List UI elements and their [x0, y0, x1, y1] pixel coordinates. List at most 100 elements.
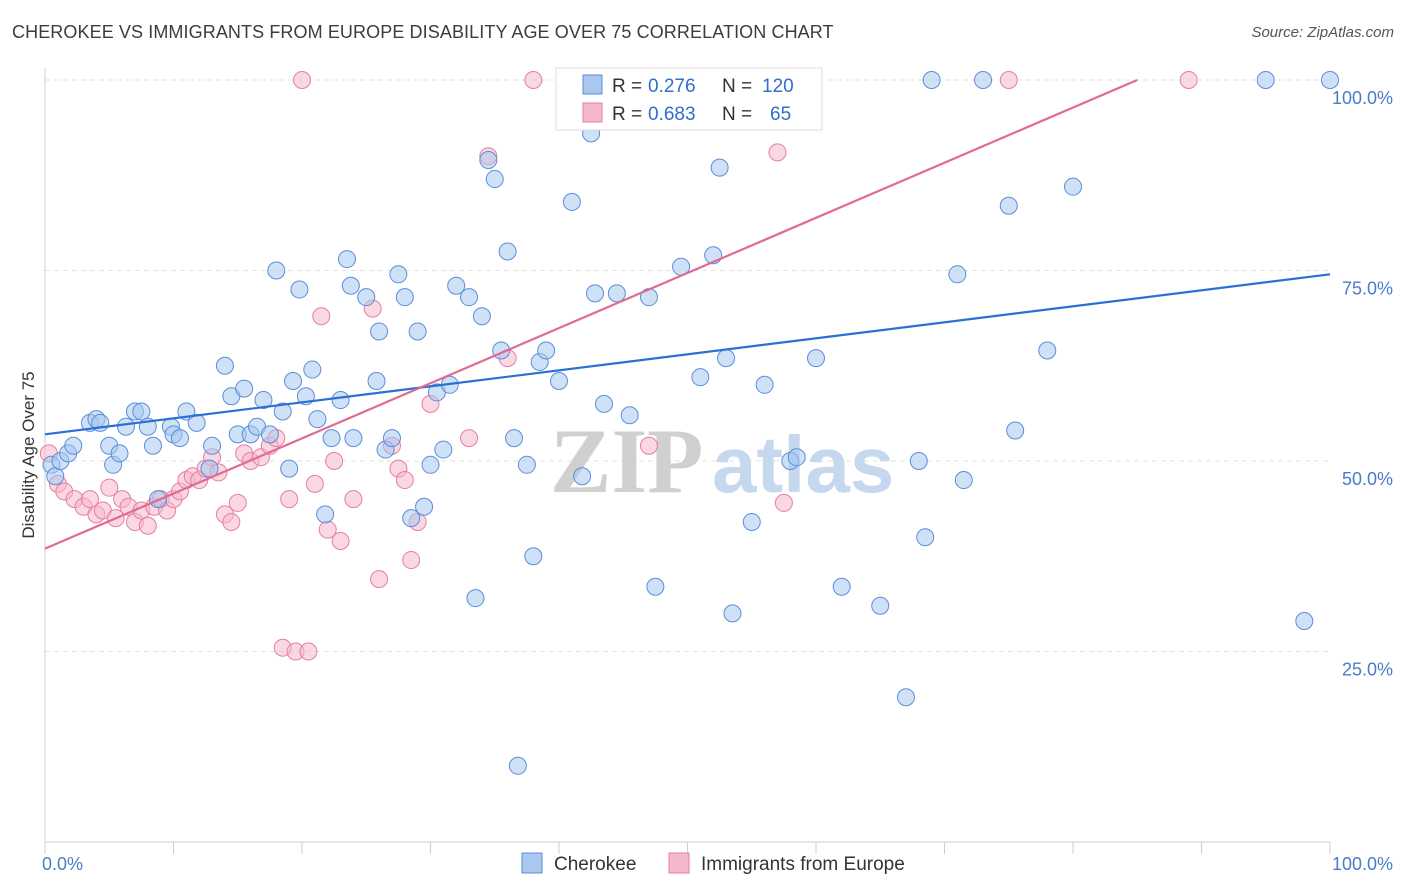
point-immigrants-from-europe — [312, 307, 331, 326]
bottom-legend-label-immigrants: Immigrants from Europe — [701, 854, 905, 875]
point-cherokee — [916, 528, 935, 547]
point-cherokee — [337, 250, 356, 269]
point-immigrants-from-europe — [774, 493, 793, 512]
point-cherokee — [594, 394, 613, 413]
legend-r-label-2: R = — [612, 104, 642, 125]
point-cherokee — [585, 284, 604, 303]
point-cherokee — [331, 391, 350, 410]
point-immigrants-from-europe — [228, 493, 247, 512]
y-tick-label: 25.0% — [1342, 660, 1393, 680]
point-cherokee — [132, 402, 151, 421]
point-cherokee — [1006, 421, 1025, 440]
point-cherokee — [460, 288, 479, 307]
point-cherokee — [954, 471, 973, 490]
point-cherokee — [691, 368, 710, 387]
point-cherokee — [742, 512, 761, 531]
point-cherokee — [64, 436, 83, 455]
point-cherokee — [517, 455, 536, 474]
point-immigrants-from-europe — [344, 490, 363, 509]
legend-n-label-2: N = — [722, 104, 752, 125]
point-cherokee — [308, 410, 327, 429]
legend-r-value-1: 0.276 — [648, 76, 696, 97]
point-cherokee — [498, 242, 517, 261]
point-cherokee — [290, 280, 309, 299]
point-cherokee — [717, 349, 736, 368]
y-axis-title: Disability Age Over 75 — [19, 371, 38, 538]
tick-labels: 25.0% 50.0% 75.0% 100.0% 0.0% 100.0% — [42, 88, 1393, 874]
point-cherokee — [273, 402, 292, 421]
x-tick-label-start: 0.0% — [42, 854, 83, 874]
point-cherokee — [896, 688, 915, 707]
point-cherokee — [215, 356, 234, 375]
point-cherokee — [550, 371, 568, 390]
point-cherokee — [479, 151, 498, 170]
legend-swatch-immigrants — [582, 102, 603, 123]
trend-lines — [44, 78, 1331, 550]
point-cherokee — [1321, 71, 1339, 89]
point-cherokee — [466, 589, 485, 608]
series-legend: Cherokee Immigrants from Europe — [521, 852, 905, 875]
point-cherokee — [235, 379, 254, 398]
point-cherokee — [46, 467, 65, 486]
gridlines — [45, 79, 1330, 652]
point-cherokee — [280, 459, 299, 478]
point-cherokee — [322, 429, 341, 448]
point-cherokee — [370, 322, 389, 341]
point-immigrants-from-europe — [331, 532, 350, 551]
point-cherokee — [508, 756, 527, 775]
point-cherokee — [402, 509, 421, 528]
point-cherokee — [755, 375, 774, 394]
point-cherokee — [909, 452, 928, 470]
point-cherokee — [116, 417, 135, 436]
point-cherokee — [357, 288, 376, 307]
bottom-legend-swatch-cherokee — [521, 852, 543, 874]
point-immigrants-from-europe — [325, 452, 344, 470]
point-immigrants-from-europe — [639, 436, 658, 455]
point-cherokee — [408, 322, 427, 341]
point-cherokee — [832, 577, 851, 596]
watermark-zip: ZIP — [550, 410, 703, 512]
chart-title: CHEROKEE VS IMMIGRANTS FROM EUROPE DISAB… — [12, 22, 834, 42]
point-cherokee — [170, 429, 189, 448]
point-cherokee — [573, 467, 592, 486]
stats-legend: R = 0.276 N = 120 R = 0.683 N = 65 — [555, 67, 823, 131]
point-cherokee — [787, 448, 806, 467]
y-tick-label: 50.0% — [1342, 469, 1393, 489]
point-cherokee — [505, 429, 524, 448]
point-cherokee — [723, 604, 742, 623]
point-cherokee — [447, 276, 466, 295]
point-cherokee — [303, 360, 322, 379]
bottom-legend-swatch-immigrants — [668, 852, 690, 874]
point-cherokee — [341, 276, 360, 295]
point-cherokee — [316, 505, 335, 524]
series-cherokee — [42, 71, 1339, 775]
point-cherokee — [267, 261, 286, 280]
point-cherokee — [344, 429, 363, 448]
point-cherokee — [284, 371, 303, 390]
point-cherokee — [807, 349, 825, 368]
point-immigrants-from-europe — [299, 642, 318, 661]
point-cherokee — [871, 596, 890, 615]
point-cherokee — [415, 497, 434, 516]
point-cherokee — [948, 265, 967, 284]
point-cherokee — [143, 436, 162, 455]
bottom-legend-label-cherokee: Cherokee — [554, 854, 636, 875]
point-cherokee — [421, 455, 440, 474]
y-tick-label: 100.0% — [1332, 88, 1393, 108]
point-cherokee — [620, 406, 639, 425]
point-immigrants-from-europe — [999, 71, 1018, 89]
point-immigrants-from-europe — [100, 478, 119, 497]
point-immigrants-from-europe — [80, 490, 99, 509]
legend-r-value-2: 0.683 — [648, 104, 696, 125]
point-cherokee — [485, 170, 504, 189]
legend-swatch-cherokee — [582, 74, 603, 95]
point-immigrants-from-europe — [293, 71, 311, 89]
point-cherokee — [710, 158, 729, 177]
point-cherokee — [1064, 177, 1082, 196]
point-cherokee — [999, 196, 1018, 215]
point-cherokee — [472, 307, 491, 326]
point-immigrants-from-europe — [138, 516, 157, 535]
point-cherokee — [537, 341, 556, 360]
source-credit: Source: ZipAtlas.com — [1251, 24, 1394, 41]
